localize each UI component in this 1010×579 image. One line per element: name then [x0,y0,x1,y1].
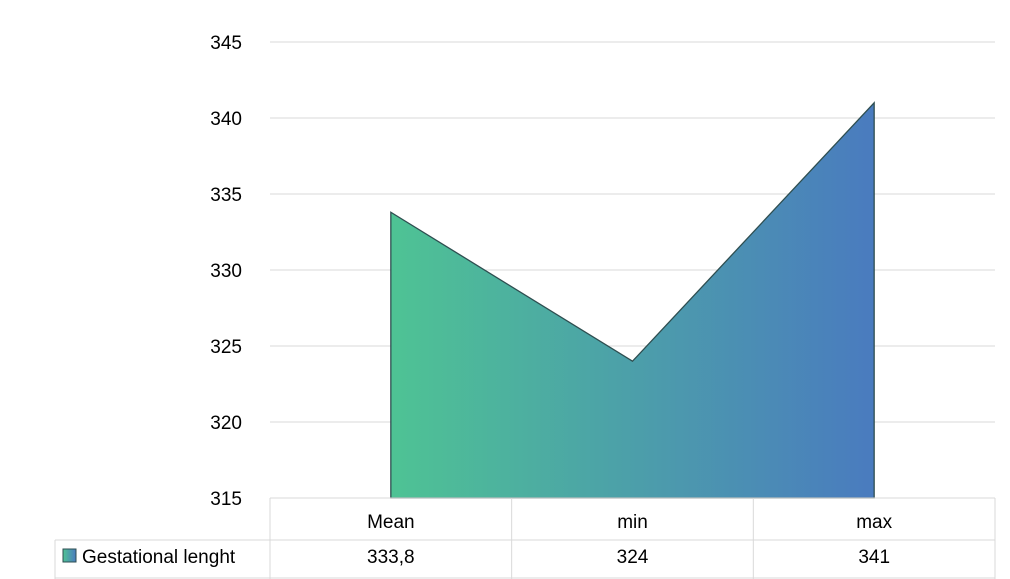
category-label: max [856,512,892,533]
data-table: Mean min max Gestational lenght 333,8 324 341 [54,497,996,579]
series-name: Gestational lenght [82,547,236,568]
y-tick-label: 330 [210,261,242,282]
data-label: 341 [858,547,890,568]
y-axis-ticks: 315 320 325 330 335 340 345 [210,33,242,510]
y-tick-label: 340 [210,109,242,130]
legend-swatch [62,548,77,563]
series-area [390,101,875,499]
data-label: 324 [617,547,649,568]
area-fill [390,101,875,499]
y-tick-label: 335 [210,185,242,206]
category-label: min [617,512,648,533]
y-tick-label: 325 [210,337,242,358]
category-label: Mean [367,512,415,533]
y-tick-label: 320 [210,413,242,434]
y-tick-label: 315 [210,489,242,510]
y-tick-label: 345 [210,33,242,54]
data-label: 333,8 [367,547,415,568]
